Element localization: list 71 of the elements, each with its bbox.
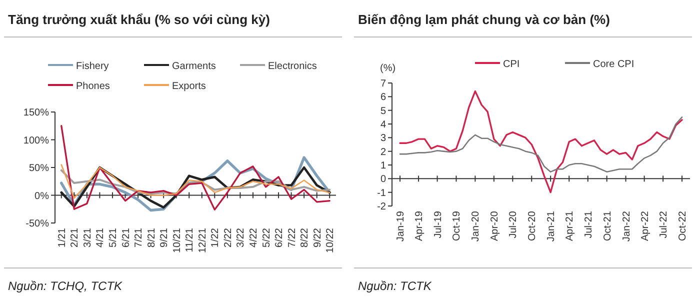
y-tick-label: -50%	[26, 218, 50, 230]
legend-label: Phones	[76, 81, 110, 92]
x-tick-label: Oct-22	[678, 210, 688, 242]
legend-label: CPI	[503, 59, 520, 70]
legend-label: Garments	[172, 61, 216, 72]
x-tick-label: 3/21	[82, 228, 94, 248]
x-tick-label: Oct-20	[527, 210, 538, 242]
x-tick-label: 6/22	[274, 228, 286, 248]
legend-label: Core CPI	[593, 59, 634, 70]
x-tick-label: Apr-22	[640, 210, 651, 242]
y-tick-label: -2	[377, 202, 386, 212]
line-series	[60, 164, 330, 199]
line-series	[399, 116, 683, 172]
text: Nguồn: TCTK	[358, 279, 432, 293]
x-tick-label: 10/21	[172, 228, 183, 254]
line-series	[60, 125, 330, 211]
x-tick-label: Jul-20	[508, 210, 520, 238]
x-tick-label: 5/22	[261, 228, 272, 248]
x-tick-label: Jan-21	[546, 210, 558, 242]
x-tick-label: 5/21	[108, 228, 119, 248]
x-tick-label: 6/21	[120, 228, 132, 248]
y-tick-label: 7	[380, 78, 386, 90]
x-tick-label: 9/21	[159, 228, 170, 248]
x-tick-label: 9/22	[312, 228, 324, 248]
y-tick-label: 6	[380, 92, 386, 104]
legend-label: Electronics	[268, 61, 317, 72]
x-tick-label: 3/22	[236, 228, 247, 248]
x-tick-label: 4/22	[248, 228, 260, 248]
y-tick-label: 0%	[34, 190, 50, 202]
x-tick-label: 10/22	[325, 228, 336, 254]
x-tick-label: Jan-19	[396, 210, 406, 242]
x-tick-label: Jan-22	[621, 210, 632, 242]
x-tick-label: Jul-21	[583, 210, 594, 238]
y-tick-label: 50%	[28, 163, 50, 174]
legend-label: Fishery	[76, 61, 109, 72]
line-series	[60, 169, 331, 195]
y-tick-label: 2	[380, 146, 386, 158]
chart-title: Biến động lạm phát chung và cơ bản (%)	[358, 12, 610, 27]
x-tick-label: Apr-19	[414, 210, 426, 242]
x-tick-label: Apr-20	[489, 210, 500, 242]
x-tick-label: Apr-21	[564, 210, 576, 242]
line-series	[60, 166, 331, 209]
x-tick-label: 1/21	[56, 228, 68, 248]
x-tick-label: Jan-20	[470, 210, 482, 242]
x-tick-label: 7/22	[286, 228, 298, 248]
y-tick-label: 5	[380, 106, 386, 117]
x-tick-label: 4/21	[95, 228, 106, 248]
x-tick-label: 12/21	[197, 228, 208, 254]
x-tick-label: 7/21	[134, 228, 145, 248]
x-tick-label: 8/22	[300, 228, 311, 248]
x-tick-label: Oct-21	[602, 210, 614, 242]
x-tick-label: 11/21	[184, 228, 196, 252]
x-tick-label: 1/22	[210, 228, 222, 248]
y-tick-label: 0	[380, 174, 386, 186]
y-tick-label: 150%	[23, 108, 50, 118]
x-tick-label: Oct-19	[452, 210, 463, 242]
x-tick-label: Jul-22	[658, 210, 670, 238]
chart-title: Tăng trưởng xuất khẩu (% so với cùng kỳ)	[8, 12, 270, 27]
y-tick-label: -1	[377, 188, 386, 199]
y-tick-label: 1	[380, 160, 386, 172]
x-tick-label: 2/22	[222, 228, 234, 248]
x-tick-label: Jul-19	[432, 210, 444, 238]
y-tick-label: 3	[380, 133, 386, 144]
text: Nguồn: TCHQ, TCTK	[8, 279, 124, 293]
y-tick-label: 100%	[23, 135, 50, 146]
x-tick-label: 8/21	[146, 228, 158, 248]
line-series	[399, 90, 683, 194]
y-tick-label: 4	[380, 120, 386, 130]
y-axis-title: (%)	[380, 63, 396, 74]
x-tick-label: 2/21	[70, 228, 81, 248]
legend-label: Exports	[172, 81, 206, 92]
